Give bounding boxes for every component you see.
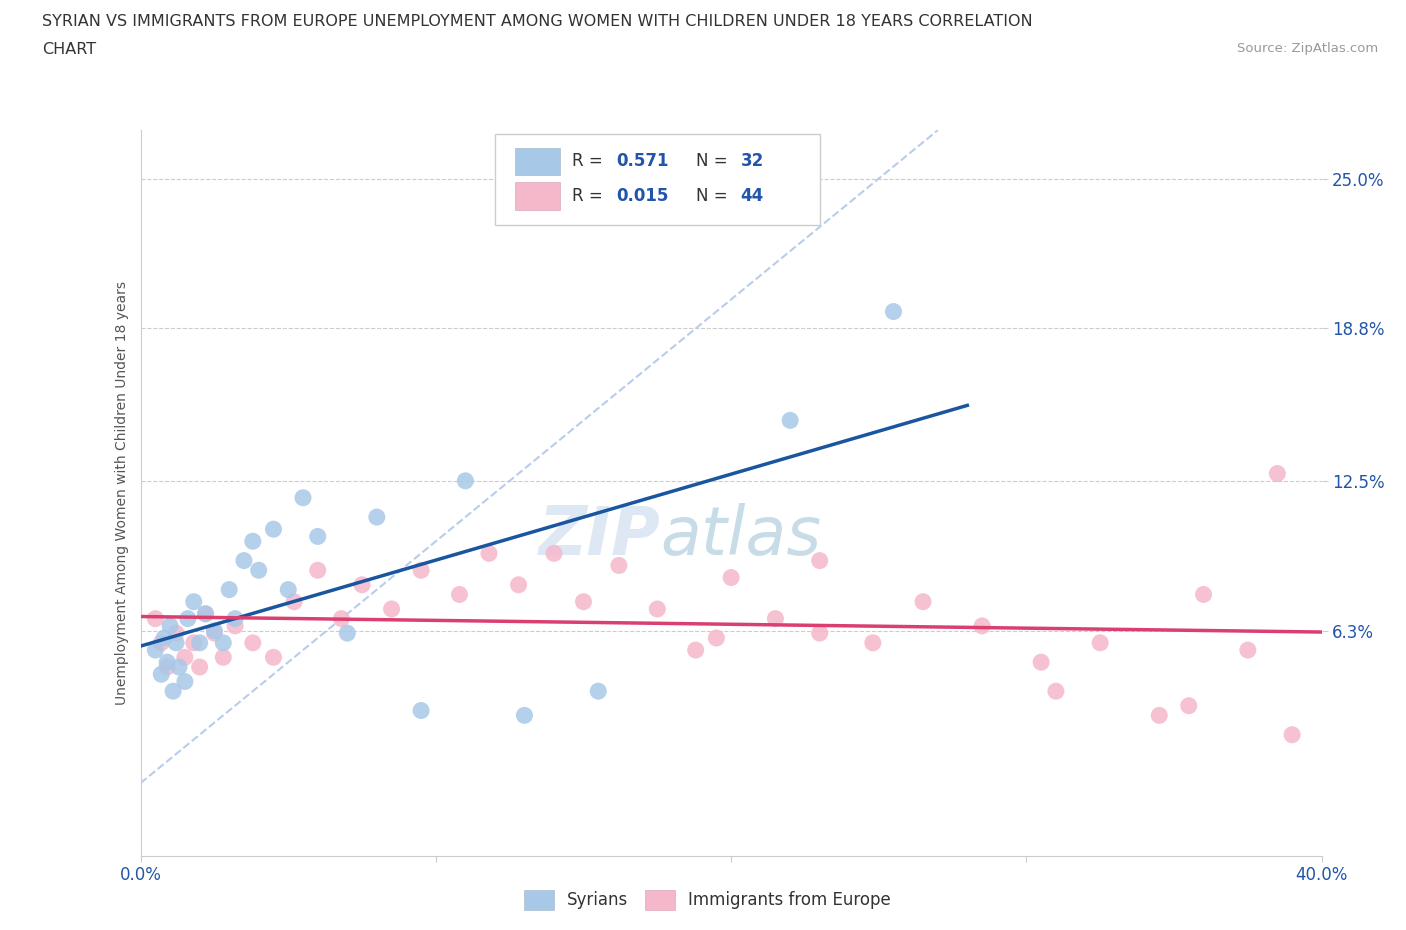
Point [188,635,211,650]
Text: ZIP: ZIP [538,503,661,569]
Point [307,563,329,578]
Point [454,473,477,488]
Point [352,578,374,592]
Point [808,626,831,641]
Point [165,635,187,650]
Point [218,582,240,597]
Point [572,594,595,609]
Point [1178,698,1201,713]
Point [212,650,235,665]
Text: CHART: CHART [42,42,96,57]
Point [277,582,299,597]
Point [883,304,905,319]
Point [765,611,787,626]
Point [145,643,166,658]
Point [366,510,388,525]
Text: N =: N = [696,153,733,170]
Point [1192,587,1215,602]
Point [543,546,565,561]
Point [162,684,184,698]
Point [720,570,742,585]
Point [242,635,264,650]
Point [165,626,187,641]
Point [970,618,993,633]
Point [262,650,284,665]
Point [177,611,200,626]
Text: 0.571: 0.571 [617,153,669,170]
Point [224,611,246,626]
Point [283,594,305,609]
Text: R =: R = [572,153,607,170]
Point [411,703,433,718]
Point [1045,684,1067,698]
Text: atlas: atlas [661,503,821,569]
Point [167,659,190,674]
Point [194,606,217,621]
Text: 0.015: 0.015 [617,187,669,206]
Text: 44: 44 [741,187,763,206]
Point [156,655,179,670]
Point [183,635,205,650]
Point [588,684,610,698]
Point [202,623,225,638]
Point [307,529,329,544]
Point [188,659,211,674]
Point [336,626,359,641]
Point [607,558,630,573]
Point [150,635,173,650]
Point [159,618,181,633]
Point [779,413,801,428]
Point [1029,655,1052,670]
Point [808,553,831,568]
Point [1281,727,1303,742]
Point [242,534,264,549]
Point [262,522,284,537]
Point [1088,635,1111,650]
Text: Source: ZipAtlas.com: Source: ZipAtlas.com [1237,42,1378,55]
Point [1237,643,1260,658]
Bar [515,148,560,175]
Point [194,606,217,621]
Legend: Syrians, Immigrants from Europe: Syrians, Immigrants from Europe [517,884,898,916]
Point [174,674,197,689]
Point [513,708,536,723]
Bar [515,182,560,210]
Point [150,667,173,682]
Point [224,618,246,633]
Point [911,594,934,609]
Y-axis label: Unemployment Among Women with Children Under 18 years: Unemployment Among Women with Children U… [115,281,129,705]
Point [1147,708,1170,723]
Point [380,602,404,617]
Point [862,635,884,650]
Point [330,611,353,626]
Text: N =: N = [696,187,733,206]
Point [508,578,530,592]
Point [156,659,179,674]
Point [478,546,501,561]
Point [685,643,707,658]
Point [145,611,166,626]
Point [292,490,315,505]
Text: SYRIAN VS IMMIGRANTS FROM EUROPE UNEMPLOYMENT AMONG WOMEN WITH CHILDREN UNDER 18: SYRIAN VS IMMIGRANTS FROM EUROPE UNEMPLO… [42,14,1033,29]
Point [1265,466,1288,481]
Point [153,631,176,645]
Point [183,594,205,609]
Text: 32: 32 [741,153,763,170]
Point [411,563,433,578]
Point [247,563,270,578]
Point [449,587,471,602]
Point [174,650,197,665]
Point [704,631,728,645]
Point [233,553,256,568]
FancyBboxPatch shape [495,134,820,224]
Point [202,626,225,641]
Point [212,635,235,650]
Text: R =: R = [572,187,607,206]
Point [645,602,669,617]
